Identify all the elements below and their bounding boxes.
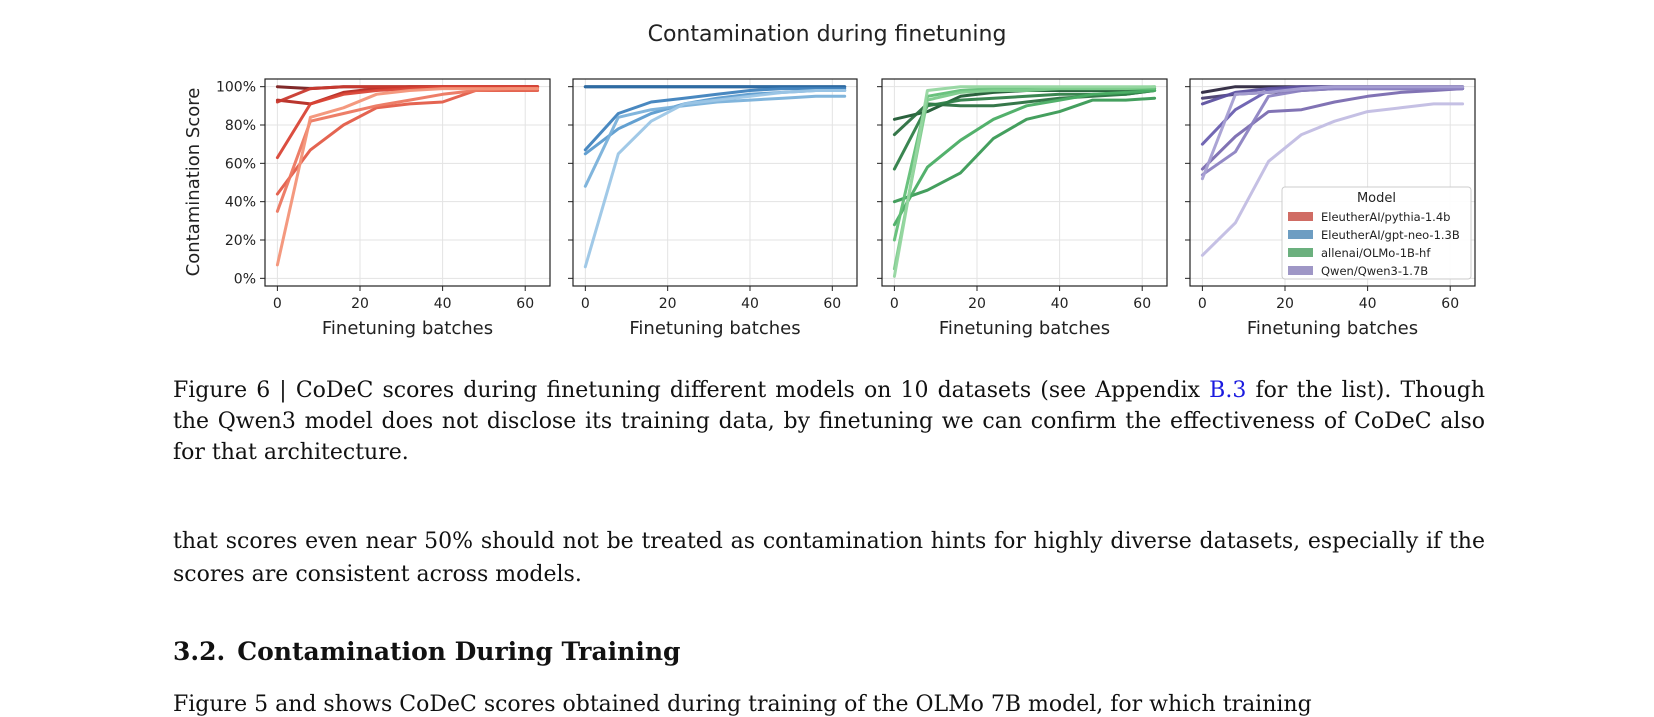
legend-box (1281, 186, 1472, 280)
legend-swatch (1288, 212, 1313, 221)
x-tick-label: 20 (351, 296, 369, 312)
x-axis-label: Finetuning batches (629, 318, 800, 339)
legend-swatch (1288, 248, 1313, 257)
section-title: Contamination During Training (237, 637, 681, 666)
series-line-1-7 (275, 87, 540, 267)
x-axis-label: Finetuning batches (1247, 318, 1418, 339)
series-line-1-5 (275, 89, 540, 196)
plot-frame (264, 78, 551, 287)
x-tick-label: 40 (1051, 296, 1069, 312)
series-line-1-4 (275, 85, 540, 160)
legend-entry-label: Qwen/Qwen3-1.7B (1321, 264, 1428, 278)
caption-text-start: Figure 6 | CoDeC scores during finetunin… (173, 378, 1210, 403)
plot-frame (881, 78, 1168, 287)
series-line-2-6 (583, 89, 847, 269)
x-tick-label: 40 (741, 296, 759, 312)
section-number: 3.2. (173, 637, 226, 666)
plot-frame (1189, 78, 1476, 287)
y-tick-label: 40% (225, 195, 256, 211)
series-line-1-6 (275, 87, 540, 213)
caption-text-end: for the list). Though the Qwen3 model do… (173, 378, 1485, 465)
series-line-4-8 (1200, 102, 1465, 257)
next-line-partial: Figure 5 and shows CoDeC scores obtained… (173, 692, 1312, 717)
series-line-3-8 (892, 85, 1157, 278)
y-tick-label: 0% (234, 271, 256, 287)
x-tick-label: 40 (1359, 296, 1377, 312)
x-tick-label: 60 (516, 296, 534, 312)
finetuning-charts: 0% 20% 40% 60% 80% 100% 0 20 40 60 Finetuning batc… (183, 78, 1476, 339)
x-tick-label: 40 (434, 296, 452, 312)
series-line-4-6 (1200, 87, 1465, 177)
figure-title: Contamination during finetuning (647, 22, 1007, 47)
y-tick-label: 80% (225, 118, 256, 134)
series-line-4-5 (1200, 87, 1465, 171)
series-line-2-3 (583, 87, 847, 152)
legend-swatch (1288, 266, 1313, 275)
legend-swatch (1288, 230, 1313, 239)
series-line-3-4 (892, 96, 1157, 204)
x-tick-label: 0 (273, 296, 282, 312)
series-line-3-5 (892, 89, 1157, 227)
x-tick-label: 60 (823, 296, 841, 312)
y-tick-label: 60% (225, 156, 256, 172)
x-axis-label: Finetuning batches (322, 318, 493, 339)
section-heading: 3.2. Contamination During Training (173, 637, 681, 666)
y-tick-label: 20% (225, 233, 256, 249)
series-line-4-4 (1200, 87, 1465, 146)
x-tick-label: 0 (890, 296, 899, 312)
series-line-3-7 (892, 85, 1157, 271)
plot-frame (572, 78, 858, 287)
x-tick-label: 20 (968, 296, 986, 312)
x-tick-label: 20 (1276, 296, 1294, 312)
figure-caption: Figure 6 | CoDeC scores during finetunin… (173, 375, 1485, 468)
x-tick-label: 60 (1133, 296, 1151, 312)
series-line-3-6 (892, 87, 1157, 242)
legend-title: Model (1357, 191, 1396, 206)
series-line-2-5 (583, 94, 847, 188)
x-tick-label: 0 (581, 296, 590, 312)
y-tick-label: 100% (216, 80, 256, 96)
legend-entry-label: EleutherAI/pythia-1.4b (1321, 210, 1450, 224)
y-axis-label: Contamination Score (183, 88, 204, 277)
appendix-link[interactable]: B.3 (1209, 378, 1247, 403)
x-tick-label: 0 (1198, 296, 1207, 312)
body-paragraph: that scores even near 50% should not be … (173, 529, 1485, 587)
legend-entry-label: EleutherAI/gpt-neo-1.3B (1321, 228, 1460, 242)
x-tick-label: 60 (1441, 296, 1459, 312)
x-axis-label: Finetuning batches (939, 318, 1110, 339)
x-tick-label: 20 (659, 296, 677, 312)
series-line-4-7 (1200, 85, 1465, 181)
legend-entry-label: allenai/OLMo-1B-hf (1321, 246, 1431, 260)
